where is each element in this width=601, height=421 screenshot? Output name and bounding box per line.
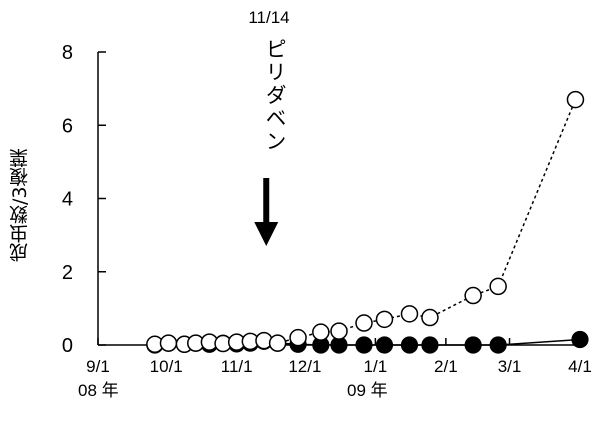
open-point — [376, 311, 392, 327]
open-point — [290, 330, 306, 346]
x-tick-label: 1/1 — [364, 357, 388, 376]
open-point — [356, 315, 372, 331]
y-tick-label: 6 — [62, 115, 73, 137]
filled-point — [401, 337, 417, 353]
x-tick-label: 2/1 — [434, 357, 458, 376]
series-open-line — [155, 100, 576, 345]
x-tick-label: 9/1 — [86, 357, 110, 376]
x-tick-label: 3/1 — [498, 357, 522, 376]
filled-point — [465, 337, 481, 353]
x-tick-label: 4/1 — [568, 357, 592, 376]
y-tick-label: 8 — [62, 42, 73, 64]
open-point — [160, 335, 176, 351]
open-point — [490, 278, 506, 294]
y-tick-label: 4 — [62, 189, 73, 211]
open-point — [270, 335, 286, 351]
x-tick-label: 11/1 — [221, 357, 253, 376]
arrow-shaft — [263, 178, 269, 223]
open-point — [465, 288, 481, 304]
filled-point — [376, 337, 392, 353]
open-point — [313, 324, 329, 340]
y-tick-label: 2 — [62, 262, 73, 284]
x-tick-label: 10/1 — [150, 357, 183, 376]
open-point — [401, 306, 417, 322]
filled-point — [572, 332, 588, 348]
open-point — [567, 92, 583, 108]
filled-point — [490, 337, 506, 353]
x-tick-label: 12/1 — [288, 357, 321, 376]
open-point — [422, 310, 438, 326]
arrow-head — [254, 222, 278, 246]
filled-point — [422, 337, 438, 353]
y-tick-label: 0 — [62, 335, 73, 357]
filled-point — [356, 337, 372, 353]
open-point — [331, 323, 347, 339]
